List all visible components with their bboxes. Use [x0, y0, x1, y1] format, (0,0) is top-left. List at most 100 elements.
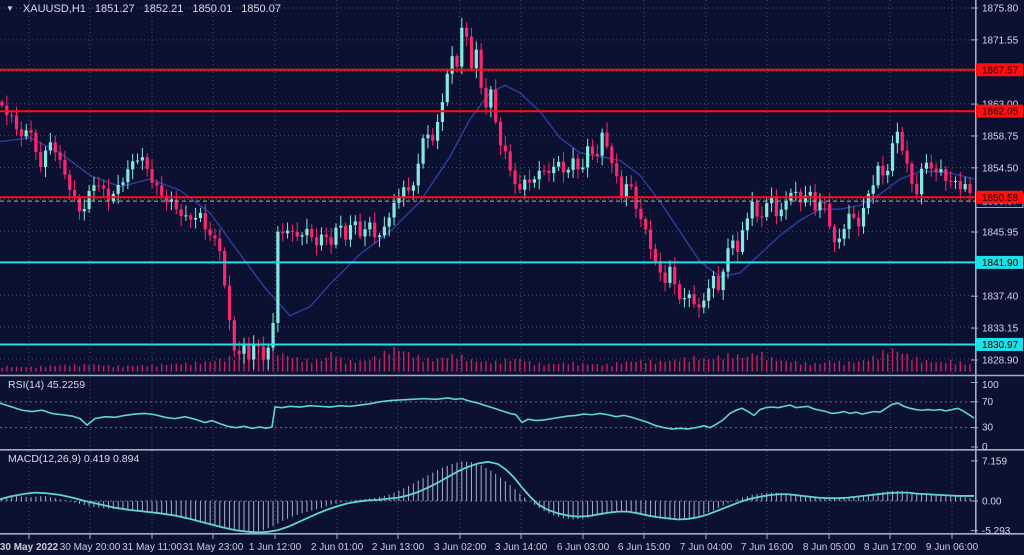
axis-label: 0.00 [982, 497, 1002, 508]
candle-body [653, 248, 657, 262]
axis-label: 1845.95 [982, 228, 1019, 239]
axis-label: 30 [982, 423, 994, 434]
candle-body [242, 344, 246, 354]
candle-body [48, 142, 52, 151]
candle-body [102, 185, 106, 189]
axis-label: 2 Jun 13:00 [372, 542, 425, 553]
candle-body [43, 150, 48, 167]
candle-body [232, 320, 236, 351]
candle-body [310, 228, 314, 238]
candle-body [382, 226, 386, 236]
candle-body [479, 49, 483, 88]
candle-body [586, 146, 590, 168]
candle-body [561, 161, 566, 173]
price-marker-label [976, 63, 1023, 77]
candle-body [460, 27, 464, 67]
candle-body [68, 174, 72, 190]
candle-body [406, 187, 411, 191]
candle-body [716, 275, 720, 291]
axis-label: 1862.05 [982, 107, 1019, 118]
candle-body [208, 229, 212, 236]
candle-body [377, 235, 382, 238]
candle-body [436, 121, 440, 141]
candle-body [344, 225, 348, 240]
candle-body [315, 237, 319, 246]
candle-body [600, 132, 604, 156]
axis-label: 30 May 2022 [0, 542, 59, 553]
candle-body [900, 131, 904, 151]
candle-body [334, 227, 338, 245]
candle-body [73, 189, 77, 198]
candle-body [77, 197, 82, 212]
candle-body [271, 322, 275, 348]
candle-body [581, 167, 585, 170]
candle-body [218, 238, 222, 251]
candle-body [629, 184, 633, 187]
candle-body [852, 213, 856, 218]
axis-label: 7 Jun 16:00 [741, 542, 794, 553]
candle-body [266, 347, 270, 360]
candle-body [595, 153, 599, 156]
candle-body [194, 217, 198, 220]
candle-body [348, 225, 353, 240]
price-marker-label [976, 255, 1023, 269]
candle-body [140, 157, 144, 161]
candle-body [87, 190, 91, 210]
candle-body [552, 166, 556, 174]
candle-body [619, 176, 624, 197]
candle-body [174, 199, 178, 210]
candle-body [731, 240, 735, 249]
candle-body [416, 163, 420, 186]
candle-body [658, 261, 662, 273]
axis-label: 1833.15 [982, 324, 1019, 335]
candle-body [39, 152, 43, 167]
candle-body [474, 49, 478, 69]
candle-body [227, 285, 232, 321]
candle-body [135, 160, 140, 162]
candle-body [547, 170, 551, 174]
dropdown-triangle-icon[interactable]: ▼ [6, 3, 14, 13]
axis-label: 1858.75 [982, 131, 1019, 142]
candle-body [14, 115, 19, 130]
candle-body [29, 130, 33, 133]
candle-body [329, 237, 333, 245]
candle-body [155, 182, 159, 186]
candle-body [164, 195, 169, 202]
axis-label: 1837.40 [982, 292, 1019, 303]
candle-body [750, 201, 754, 219]
price-marker-label [976, 190, 1023, 204]
candle-body [160, 185, 164, 196]
moving-average-line [0, 84, 975, 317]
axis-label: 6 Jun 15:00 [618, 542, 671, 553]
candle-body [145, 157, 149, 169]
low-value: 1850.01 [192, 3, 233, 15]
candle-body [857, 217, 861, 227]
candle-body [760, 216, 764, 218]
candle-body [92, 185, 96, 191]
price-marker-label [976, 337, 1023, 351]
candle-body [402, 187, 406, 197]
candle-body [929, 162, 933, 169]
candle-body [281, 231, 285, 234]
candle-body [779, 209, 783, 217]
high-value: 1852.21 [143, 3, 184, 15]
candle-body [252, 344, 256, 360]
candle-body [895, 131, 899, 144]
candle-body [678, 284, 682, 300]
candle-body [968, 184, 972, 193]
candle-body [63, 159, 67, 175]
candle-body [576, 158, 580, 170]
candle-body [358, 221, 362, 237]
candle-body [339, 225, 343, 228]
axis-label: 1828.90 [982, 355, 1019, 366]
open-value: 1851.27 [94, 3, 135, 15]
candle-body [963, 184, 967, 190]
candle-body [668, 266, 672, 283]
candle-body [0, 101, 4, 106]
candle-body [213, 235, 217, 239]
axis-label: 0 [982, 442, 988, 453]
candle-body [421, 138, 425, 164]
candle-body [920, 168, 924, 195]
candle-body [24, 130, 28, 137]
